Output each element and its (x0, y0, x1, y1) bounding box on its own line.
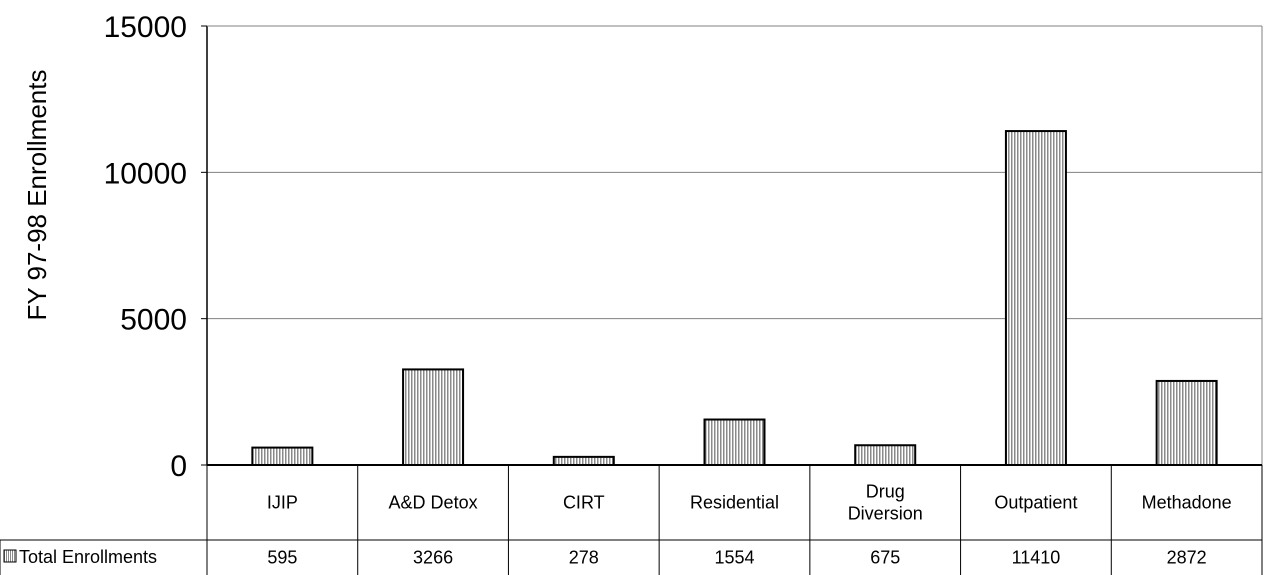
data-value-label: 595 (267, 548, 297, 568)
category-label: Diversion (848, 504, 923, 524)
category-label: Methadone (1142, 493, 1232, 513)
category-label: Outpatient (994, 493, 1077, 513)
plot-frame (206, 25, 1263, 466)
legend-series-name: Total Enrollments (19, 547, 157, 567)
bar (854, 444, 917, 466)
bar (703, 418, 766, 466)
gridlines (207, 171, 1262, 320)
y-axis-label: FY 97-98 Enrollments (22, 70, 52, 321)
bar (402, 368, 465, 466)
category-label: Residential (690, 493, 779, 513)
bar (1004, 130, 1067, 467)
data-value-label: 1554 (714, 548, 754, 568)
bar (552, 455, 615, 466)
legend-swatch (3, 549, 17, 563)
category-label: IJIP (267, 493, 298, 513)
y-tick-label: 10000 (104, 157, 187, 190)
data-value-label: 278 (569, 548, 599, 568)
data-value-label: 2872 (1167, 548, 1207, 568)
bar (1155, 379, 1218, 466)
bars (251, 130, 1218, 467)
y-tick-label: 5000 (120, 304, 187, 337)
category-label: A&D Detox (389, 493, 478, 513)
bar (251, 446, 314, 466)
y-axis-ticks: 0 5000 10000 15000 (104, 11, 207, 483)
category-label: Drug (866, 482, 905, 502)
category-label: CIRT (563, 493, 605, 513)
y-tick-label: 0 (170, 450, 187, 483)
y-tick-label: 15000 (104, 11, 187, 44)
data-value-label: 675 (870, 548, 900, 568)
data-value-label: 11410 (1012, 548, 1061, 568)
data-table: IJIP A&D Detox CIRT Residential DrugDiversio… (0, 465, 1263, 575)
data-value-label: 3266 (413, 548, 453, 568)
